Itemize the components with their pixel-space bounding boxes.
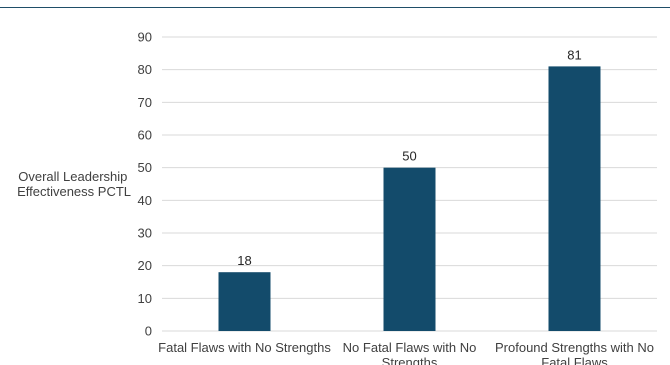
y-tick-70: 70 <box>138 95 152 110</box>
x-tick-label-0: Fatal Flaws with No Strengths <box>158 340 331 355</box>
bars: 18 50 81 <box>218 47 601 332</box>
y-tick-10: 10 <box>138 291 152 306</box>
data-label-0: 18 <box>237 253 251 268</box>
y-tick-20: 20 <box>138 258 152 273</box>
bar-1 <box>383 167 436 331</box>
x-tick-label-1-line-0: No Fatal Flaws with No <box>343 340 477 355</box>
x-tick-label-2-line-0: Profound Strengths with No <box>495 340 654 355</box>
y-tick-50: 50 <box>138 160 152 175</box>
header-rule <box>0 7 670 8</box>
x-tick-label-2: Profound Strengths with No Fatal Flaws <box>495 340 654 365</box>
bar-2 <box>548 66 601 332</box>
y-tick-40: 40 <box>138 193 152 208</box>
y-tick-60: 60 <box>138 128 152 143</box>
y-tick-90: 90 <box>138 30 152 45</box>
y-axis-ticks: 0 10 20 30 40 50 60 70 80 90 <box>138 30 152 339</box>
x-tick-label-1-line-1: Strengths <box>382 355 438 365</box>
y-axis-label-line-2: Effectiveness PCTL <box>17 184 131 199</box>
x-tick-label-2-line-1: Fatal Flaws <box>541 355 608 365</box>
y-tick-0: 0 <box>145 324 152 339</box>
x-axis-labels: Fatal Flaws with No Strengths No Fatal Fl… <box>158 340 654 365</box>
data-label-2: 81 <box>567 47 581 62</box>
x-tick-label-0-line-0: Fatal Flaws with No Strengths <box>158 340 331 355</box>
y-axis-label: Overall Leadership Effectiveness PCTL <box>17 169 131 199</box>
y-tick-30: 30 <box>138 226 152 241</box>
bar-0 <box>218 272 271 331</box>
y-axis-label-line-1: Overall Leadership <box>18 169 127 184</box>
x-tick-label-1: No Fatal Flaws with No Strengths <box>343 340 477 365</box>
data-label-1: 50 <box>402 149 416 164</box>
y-tick-80: 80 <box>138 62 152 77</box>
